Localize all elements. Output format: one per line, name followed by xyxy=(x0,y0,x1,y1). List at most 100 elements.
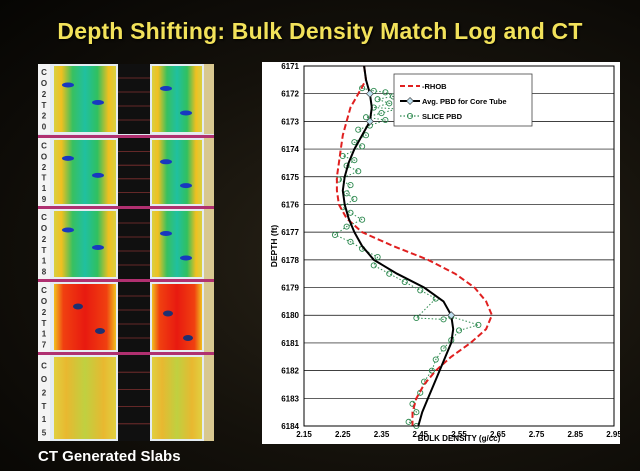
x-tick-label: 2.85 xyxy=(567,430,583,439)
slice-pbd-point xyxy=(347,238,354,245)
slab-label-char: 1 xyxy=(42,330,47,339)
y-tick-label: 6175 xyxy=(281,173,299,182)
slab-label-char: T xyxy=(42,246,47,255)
slice-pbd-point xyxy=(355,126,362,133)
y-tick-label: 6184 xyxy=(281,422,299,431)
legend-slice-label: SLICE PBD xyxy=(422,112,463,121)
slab-label-char: 1 xyxy=(42,184,47,193)
ct-slab: CO 2 T1 9 xyxy=(38,135,214,206)
slab-label-char: 2 xyxy=(42,163,47,172)
y-tick-label: 6174 xyxy=(281,145,299,154)
ct-slab: CO 2 T 1 5 xyxy=(38,352,214,441)
y-tick-label: 6180 xyxy=(281,311,299,320)
y-axis-label: DEPTH (ft) xyxy=(269,225,279,268)
y-tick-label: 6181 xyxy=(281,339,299,348)
slab-density-spot xyxy=(62,155,74,161)
x-tick-label: 2.95 xyxy=(606,430,620,439)
slice-pbd-point xyxy=(378,110,385,117)
slice-pbd-point xyxy=(455,327,463,334)
slab-label-char: O xyxy=(41,375,47,384)
series-line-rhob xyxy=(335,65,493,426)
slab-center-gap xyxy=(118,64,150,134)
slab-label-char: T xyxy=(42,319,47,328)
slabs-caption: CT Generated Slabs xyxy=(38,448,181,465)
slab-density-spot xyxy=(73,303,83,310)
slice-pbd-point xyxy=(413,314,420,322)
slab-right-edge xyxy=(204,64,214,134)
slab-label-char: 9 xyxy=(42,195,47,204)
slab-label-char: C xyxy=(41,68,47,77)
slice-pbd-point xyxy=(351,157,358,164)
y-tick-label: 6171 xyxy=(281,62,299,71)
slab-left-core xyxy=(54,284,116,350)
avg-pbd-marker xyxy=(365,117,374,126)
slab-left-core xyxy=(54,140,116,204)
slab-density-spot xyxy=(160,86,172,91)
slice-pbd-point xyxy=(374,254,381,261)
slab-left-core xyxy=(54,211,116,277)
ct-slab: CO 2 T 1 7 xyxy=(38,279,214,352)
ct-slab: CO 2 T 1 8 xyxy=(38,206,214,279)
slice-pbd-point xyxy=(428,367,435,374)
slab-label-char: O xyxy=(41,152,47,161)
x-tick-label: 2.55 xyxy=(451,430,467,439)
slab-label-char: 8 xyxy=(42,268,47,277)
slab-right-core xyxy=(152,66,202,132)
slab-density-spot xyxy=(160,159,172,165)
slab-density-spot xyxy=(92,245,104,250)
slab-density-spot xyxy=(62,227,74,233)
slab-left-core xyxy=(54,66,116,132)
slice-pbd-point xyxy=(355,168,362,175)
slab-right-core xyxy=(152,211,202,277)
slab-left-core xyxy=(54,357,116,439)
slab-density-spot xyxy=(92,100,104,105)
slice-pbd-point xyxy=(475,321,482,328)
slice-pbd-point xyxy=(382,116,389,124)
slice-pbd-point xyxy=(401,278,408,286)
slab-label-char: 1 xyxy=(42,415,47,424)
y-tick-label: 6173 xyxy=(281,117,299,126)
slab-label-char: 1 xyxy=(42,257,47,266)
y-tick-label: 6183 xyxy=(281,394,299,403)
x-tick-label: 2.45 xyxy=(412,430,428,439)
slice-pbd-point xyxy=(362,114,370,121)
slab-label-char: 7 xyxy=(42,341,47,350)
slice-pbd-point xyxy=(359,216,366,223)
slice-pbd-point xyxy=(440,345,447,352)
slab-label-char: 0 xyxy=(42,123,47,132)
slab-label-char: C xyxy=(41,213,47,222)
y-tick-label: 6177 xyxy=(281,228,299,237)
avg-pbd-marker xyxy=(447,311,456,320)
slab-label-char: T xyxy=(42,174,47,183)
slab-label-char: C xyxy=(41,142,47,151)
series-line-avg-pbd xyxy=(341,65,455,427)
x-tick-label: 2.75 xyxy=(529,430,545,439)
slice-pbd-point xyxy=(370,262,377,269)
slice-pbd-point xyxy=(413,409,420,416)
legend-avg-marker xyxy=(406,97,414,105)
series-line-slice-pbd xyxy=(333,87,481,427)
slab-density-spot xyxy=(183,335,193,341)
slide-title: Depth Shifting: Bulk Density Match Log a… xyxy=(57,18,583,44)
slab-label-char: O xyxy=(41,297,47,306)
slice-pbd-point xyxy=(343,223,350,230)
legend: -RHOB Avg. PBD for Core Tube SLICE PBD xyxy=(393,73,533,127)
slice-pbd-point xyxy=(347,209,354,216)
slice-pbd-point xyxy=(362,132,370,139)
x-axis-label: BULK DENSITY (g/cc) xyxy=(418,434,501,443)
slab-label-char: 2 xyxy=(42,90,47,99)
slab-label-char: T xyxy=(42,101,47,110)
slab-label-strip xyxy=(38,138,50,206)
slice-pbd-point xyxy=(374,96,381,103)
slab-right-edge xyxy=(204,209,214,279)
slab-label-char: 5 xyxy=(42,429,47,438)
slab-density-spot xyxy=(180,255,192,261)
slab-density-spot xyxy=(160,231,172,236)
x-tick-label: 2.35 xyxy=(374,430,390,439)
slab-density-spot xyxy=(95,328,105,334)
slab-density-spot xyxy=(92,172,104,178)
slice-pbd-point xyxy=(382,89,389,96)
slice-pbd-point xyxy=(386,270,393,277)
